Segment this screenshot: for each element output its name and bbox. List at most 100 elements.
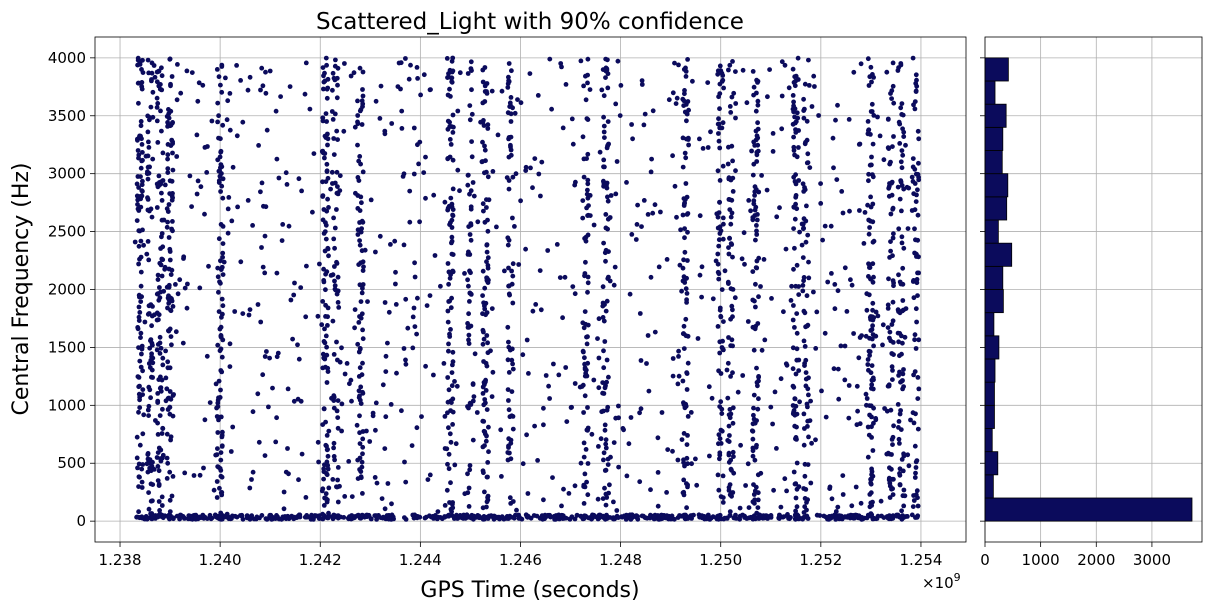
data-point [831, 165, 836, 171]
data-point [533, 302, 539, 307]
data-point [330, 87, 335, 93]
data-point [177, 516, 183, 522]
data-point [909, 208, 915, 213]
data-point [915, 396, 921, 401]
data-point [219, 296, 225, 302]
data-point [218, 82, 223, 88]
data-point [320, 65, 326, 70]
data-point [325, 365, 331, 371]
data-point [889, 192, 895, 198]
data-point [215, 100, 221, 106]
data-point [485, 122, 491, 128]
data-point [830, 135, 836, 141]
data-point [864, 396, 870, 401]
data-point [348, 514, 353, 520]
data-point [675, 457, 681, 463]
data-point [803, 370, 809, 375]
data-point [136, 261, 142, 267]
data-point [140, 431, 146, 437]
data-point [335, 415, 341, 420]
data-point [585, 289, 590, 295]
data-point [273, 108, 279, 114]
data-point [352, 307, 358, 312]
data-point [505, 357, 511, 363]
data-point [145, 176, 151, 182]
data-point [728, 374, 733, 379]
data-point [405, 325, 411, 331]
data-point [716, 138, 722, 144]
data-point [823, 414, 829, 420]
data-point [373, 400, 379, 406]
data-point [470, 398, 476, 404]
data-point [329, 395, 334, 401]
data-point [629, 232, 635, 237]
data-point [715, 324, 721, 329]
data-point [334, 128, 340, 134]
data-point [599, 87, 605, 93]
data-point [584, 116, 590, 121]
data-point [485, 217, 490, 223]
data-point [450, 505, 456, 511]
data-point [401, 346, 407, 351]
data-point [180, 340, 186, 346]
data-point [159, 65, 164, 71]
data-point [184, 305, 190, 311]
data-point [412, 324, 418, 329]
data-point [357, 397, 363, 403]
data-point [781, 309, 786, 315]
data-point [755, 120, 760, 126]
data-point [448, 480, 453, 486]
data-point [152, 74, 158, 80]
data-point [167, 469, 173, 475]
data-point [136, 509, 142, 515]
data-point [730, 189, 736, 194]
data-point [139, 193, 145, 199]
data-point [751, 139, 757, 145]
data-point [247, 74, 253, 80]
data-point [898, 105, 904, 111]
data-point [891, 231, 896, 237]
data-point [681, 402, 687, 407]
data-point [482, 397, 488, 402]
data-point [374, 480, 380, 486]
data-point [655, 470, 661, 475]
y-axis-title: Central Frequency (Hz) [9, 163, 34, 416]
data-point [136, 384, 142, 390]
data-point [446, 387, 452, 393]
data-point [155, 450, 161, 455]
data-point [574, 512, 580, 518]
data-point [227, 341, 233, 347]
data-point [331, 152, 337, 158]
x-tick-label: 1.242 [299, 551, 342, 569]
data-point [802, 363, 807, 368]
data-point [889, 180, 894, 186]
data-point [218, 473, 224, 479]
data-point [641, 122, 647, 128]
data-point [281, 506, 287, 512]
data-point [506, 237, 512, 243]
data-point [226, 195, 232, 200]
data-point [891, 134, 896, 139]
data-point [442, 199, 448, 205]
histogram-bar [984, 358, 996, 383]
data-point [151, 63, 157, 68]
data-point [869, 154, 874, 160]
data-point [398, 86, 403, 92]
data-point [604, 379, 609, 385]
data-point [494, 224, 499, 230]
data-point [683, 155, 689, 161]
data-point [147, 387, 153, 393]
data-point [885, 325, 891, 330]
data-point [778, 376, 784, 382]
data-point [323, 55, 329, 61]
data-point [258, 87, 263, 93]
data-point [742, 261, 747, 267]
data-point [170, 413, 176, 419]
data-point [909, 174, 915, 180]
data-point [386, 309, 392, 315]
data-point [164, 114, 170, 119]
data-point [750, 421, 756, 427]
data-point [584, 373, 590, 379]
data-point [900, 468, 906, 474]
data-point [587, 87, 593, 92]
